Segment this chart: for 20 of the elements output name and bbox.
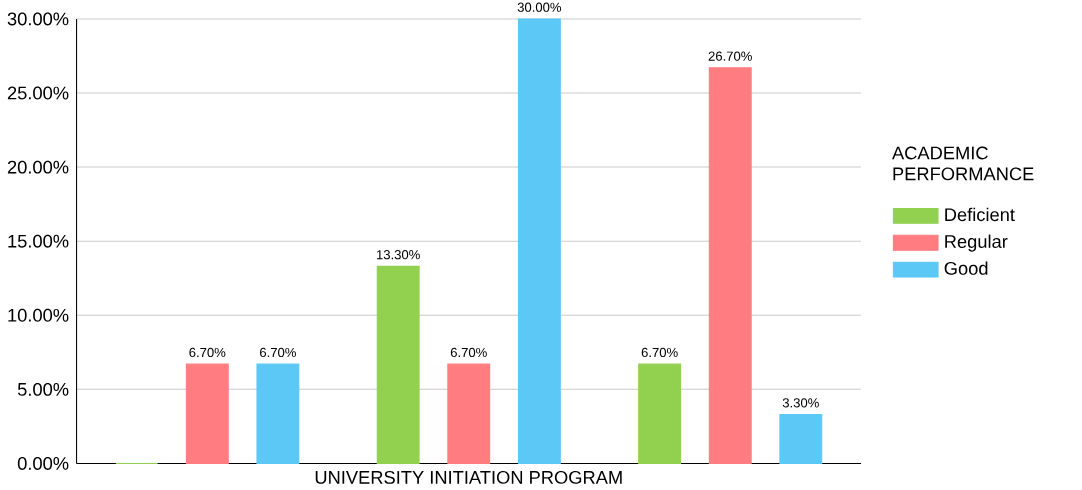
y-tick-label: 30.00% [7, 12, 69, 25]
bar [779, 413, 823, 464]
y-tick-label: 10.00% [8, 308, 69, 322]
bar [447, 363, 491, 464]
legend-label: Good [944, 261, 988, 275]
legend-label: Deficient [945, 207, 1015, 221]
y-tick-label: 25.00% [7, 86, 69, 100]
bar [376, 265, 420, 464]
bar [185, 363, 229, 464]
y-tick-label: 20.00% [7, 160, 69, 174]
bar [638, 363, 682, 464]
y-tick-label: 15.00% [8, 234, 69, 248]
y-tick-label: 0.00% [17, 456, 69, 470]
bar [708, 66, 752, 464]
bar [256, 363, 300, 464]
legend-title: ACADEMIC PERFORMANCE [892, 146, 1034, 180]
bar [517, 18, 561, 464]
y-tick-label: 5.00% [17, 382, 69, 396]
legend-label: Regular [945, 234, 1008, 252]
x-axis-title: UNIVERSITY INITIATION PROGRAM [315, 470, 622, 484]
